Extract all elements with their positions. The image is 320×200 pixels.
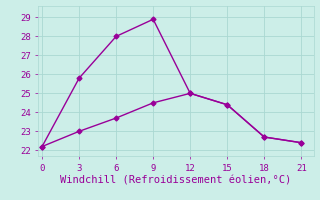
X-axis label: Windchill (Refroidissement éolien,°C): Windchill (Refroidissement éolien,°C) [60,175,292,185]
